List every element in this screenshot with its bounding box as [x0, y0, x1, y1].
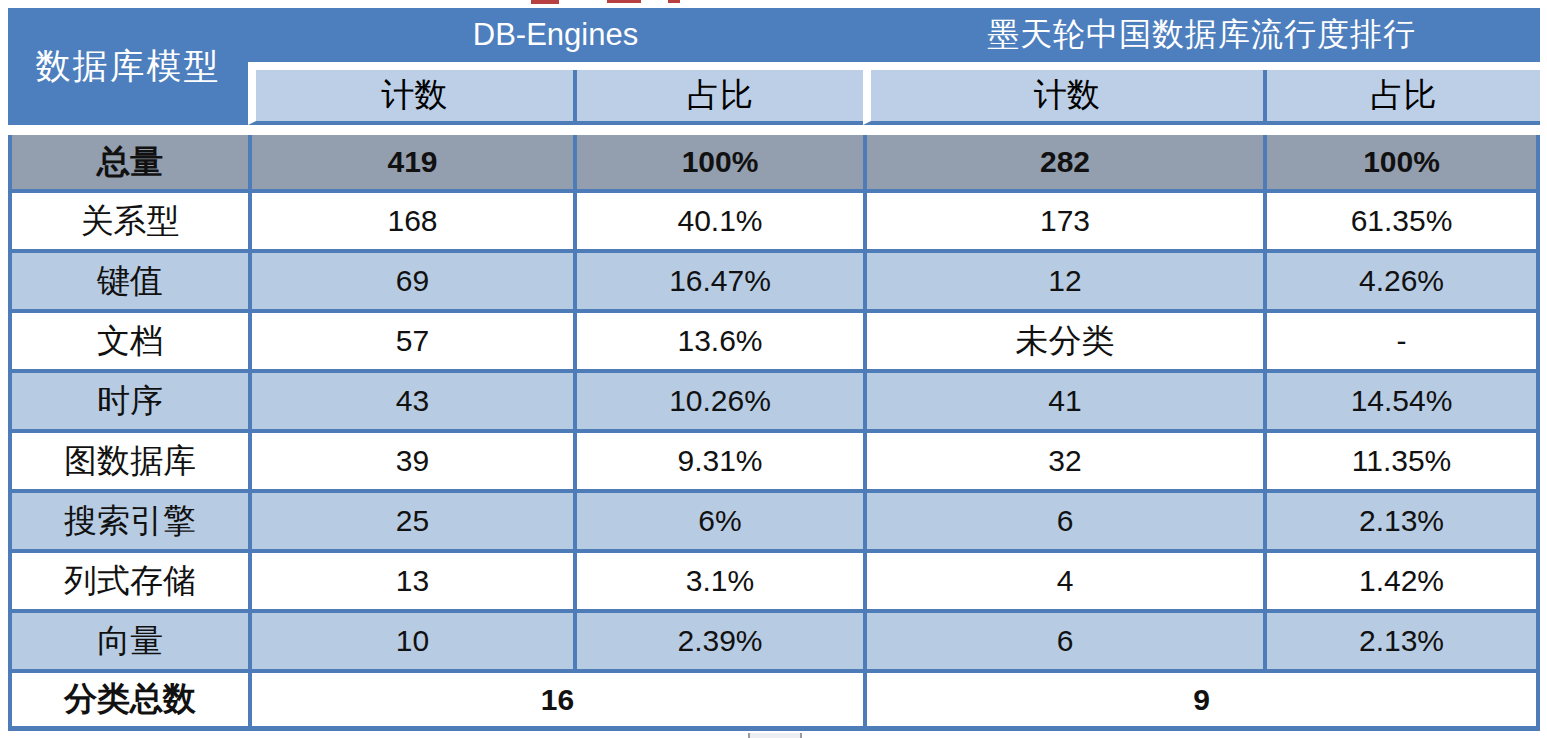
- cell-db-count: 57: [248, 309, 573, 369]
- cell-db-pct: 10.26%: [573, 369, 863, 429]
- table-body: 总量 419 100% 282 100% 关系型 168 40.1% 173 6…: [8, 135, 1540, 731]
- header-body-gap: [8, 125, 1540, 135]
- cell-db-pct: 9.31%: [573, 429, 863, 489]
- cell-mo-count: 12: [863, 249, 1263, 309]
- cell-db-pct: 13.6%: [573, 309, 863, 369]
- cropped-text-artifact: [531, 0, 559, 4]
- cell-db-pct: 100%: [573, 135, 863, 189]
- cell-db-pct: 3.1%: [573, 549, 863, 609]
- database-model-comparison-page: 数据库模型 DB-Engines 墨天轮中国数据库流行度排行 计数 占比 计数 …: [0, 0, 1547, 738]
- row-label: 图数据库: [12, 429, 248, 489]
- cell-db-pct: 16.47%: [573, 249, 863, 309]
- cell-mo-count: 6: [863, 609, 1263, 669]
- cell-db-count: 168: [248, 189, 573, 249]
- row-label: 搜索引擎: [12, 489, 248, 549]
- cell-db-pct: 2.39%: [573, 609, 863, 669]
- horizontal-scrollbar-thumb[interactable]: [748, 733, 802, 738]
- subheader-mo-pct: 占比: [1263, 70, 1540, 125]
- cell-db-count: 10: [248, 609, 573, 669]
- cell-mo-pct: 4.26%: [1263, 249, 1536, 309]
- cropped-text-artifact: [668, 0, 680, 3]
- row-label: 文档: [12, 309, 248, 369]
- cell-mo-count: 6: [863, 489, 1263, 549]
- group-header-db-engines: DB-Engines: [248, 8, 863, 62]
- cell-db-pct: 6%: [573, 489, 863, 549]
- row-label: 时序: [12, 369, 248, 429]
- table-header: 数据库模型 DB-Engines 墨天轮中国数据库流行度排行 计数 占比 计数 …: [8, 8, 1540, 125]
- cell-db-count: 39: [248, 429, 573, 489]
- group-header-motianlun: 墨天轮中国数据库流行度排行: [863, 8, 1540, 62]
- cell-mo-pct: 11.35%: [1263, 429, 1536, 489]
- cell-mo-pct: 2.13%: [1263, 609, 1536, 669]
- footer-db-total: 16: [248, 669, 863, 726]
- cell-db-count: 43: [248, 369, 573, 429]
- row-label: 向量: [12, 609, 248, 669]
- header-gap: [248, 62, 1540, 70]
- cell-mo-count: 41: [863, 369, 1263, 429]
- row-label: 键值: [12, 249, 248, 309]
- row-label: 总量: [12, 135, 248, 189]
- cell-db-count: 25: [248, 489, 573, 549]
- row-label: 列式存储: [12, 549, 248, 609]
- subheader-db-count: 计数: [248, 70, 573, 125]
- subheader-mo-count: 计数: [863, 70, 1263, 125]
- corner-header-cell: 数据库模型: [8, 8, 248, 125]
- cell-mo-count: 282: [863, 135, 1263, 189]
- cell-mo-pct: 14.54%: [1263, 369, 1536, 429]
- cell-mo-pct: 61.35%: [1263, 189, 1536, 249]
- cropped-text-artifact: [607, 0, 641, 3]
- cell-mo-count: 173: [863, 189, 1263, 249]
- cell-mo-pct: 1.42%: [1263, 549, 1536, 609]
- cell-mo-count: 未分类: [863, 309, 1263, 369]
- cell-db-pct: 40.1%: [573, 189, 863, 249]
- cell-mo-count: 4: [863, 549, 1263, 609]
- comparison-table: 数据库模型 DB-Engines 墨天轮中国数据库流行度排行 计数 占比 计数 …: [8, 8, 1540, 731]
- cell-db-count: 13: [248, 549, 573, 609]
- cell-db-count: 419: [248, 135, 573, 189]
- subheader-db-pct: 占比: [573, 70, 863, 125]
- footer-label: 分类总数: [12, 669, 248, 726]
- cell-mo-pct: 100%: [1263, 135, 1536, 189]
- footer-mo-total: 9: [863, 669, 1536, 726]
- cell-db-count: 69: [248, 249, 573, 309]
- cell-mo-count: 32: [863, 429, 1263, 489]
- row-label: 关系型: [12, 189, 248, 249]
- cell-mo-pct: 2.13%: [1263, 489, 1536, 549]
- cell-mo-pct: -: [1263, 309, 1536, 369]
